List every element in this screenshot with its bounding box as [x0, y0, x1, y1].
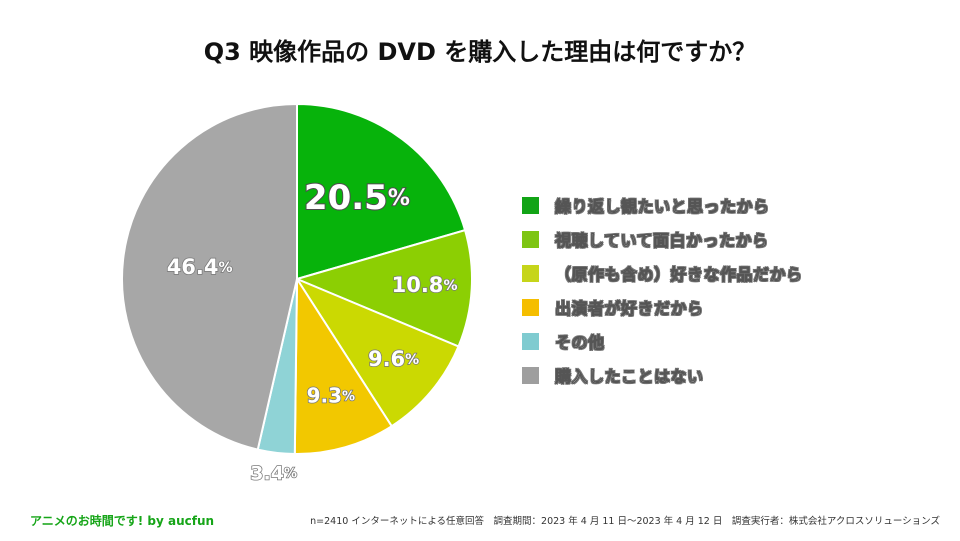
legend-item: 視聴していて面白かったから — [522, 222, 803, 256]
brand-footer: アニメのお時間です! by aucfun — [30, 514, 215, 528]
pie-slice — [294, 228, 473, 348]
legend-label: 繰り返し観たいと思ったから — [555, 197, 770, 217]
slice-value-label: 9.3% — [307, 383, 355, 407]
legend-item: 出演者が好きだから — [522, 290, 803, 324]
legend-label: （原作も含め）好きな作品だから — [555, 265, 803, 285]
pie-slice — [296, 102, 467, 281]
slice-value-label: 9.6% — [368, 347, 419, 371]
legend-swatch — [522, 366, 539, 384]
legend-swatch — [522, 196, 539, 214]
legend-swatch — [522, 264, 539, 282]
legend-item: 購入したことはない — [522, 358, 803, 392]
legend-item: 繰り返し観たいと思ったから — [522, 188, 803, 222]
slice-value-label: 3.4% — [250, 462, 297, 484]
pie-slice — [121, 102, 298, 451]
slice-value-label: 46.4% — [167, 255, 233, 279]
pie-slice — [294, 276, 460, 428]
legend-swatch — [522, 332, 539, 350]
legend-label: その他 — [555, 333, 605, 353]
pie-slice — [293, 275, 394, 455]
chart-title: Q3 映像作品の DVD を購入した理由は何ですか？ — [203, 38, 757, 66]
legend-item: （原作も含め）好きな作品だから — [522, 256, 803, 290]
legend-item: その他 — [522, 324, 803, 358]
legend: 繰り返し観たいと思ったから 視聴していて面白かったから （原作も含め）好きな作品だか… — [522, 188, 803, 392]
legend-label: 出演者が好きだから — [555, 299, 704, 319]
legend-swatch — [522, 298, 539, 316]
legend-label: 購入したことはない — [555, 367, 704, 387]
survey-note: n=2410 インターネットによる任意回答 調査期間：2023 年 4 月 11… — [310, 516, 940, 527]
slice-value-label: 20.5% — [304, 178, 410, 218]
legend-swatch — [522, 230, 539, 248]
slice-value-label: 10.8% — [392, 273, 458, 297]
legend-label: 視聴していて面白かったから — [555, 231, 769, 251]
